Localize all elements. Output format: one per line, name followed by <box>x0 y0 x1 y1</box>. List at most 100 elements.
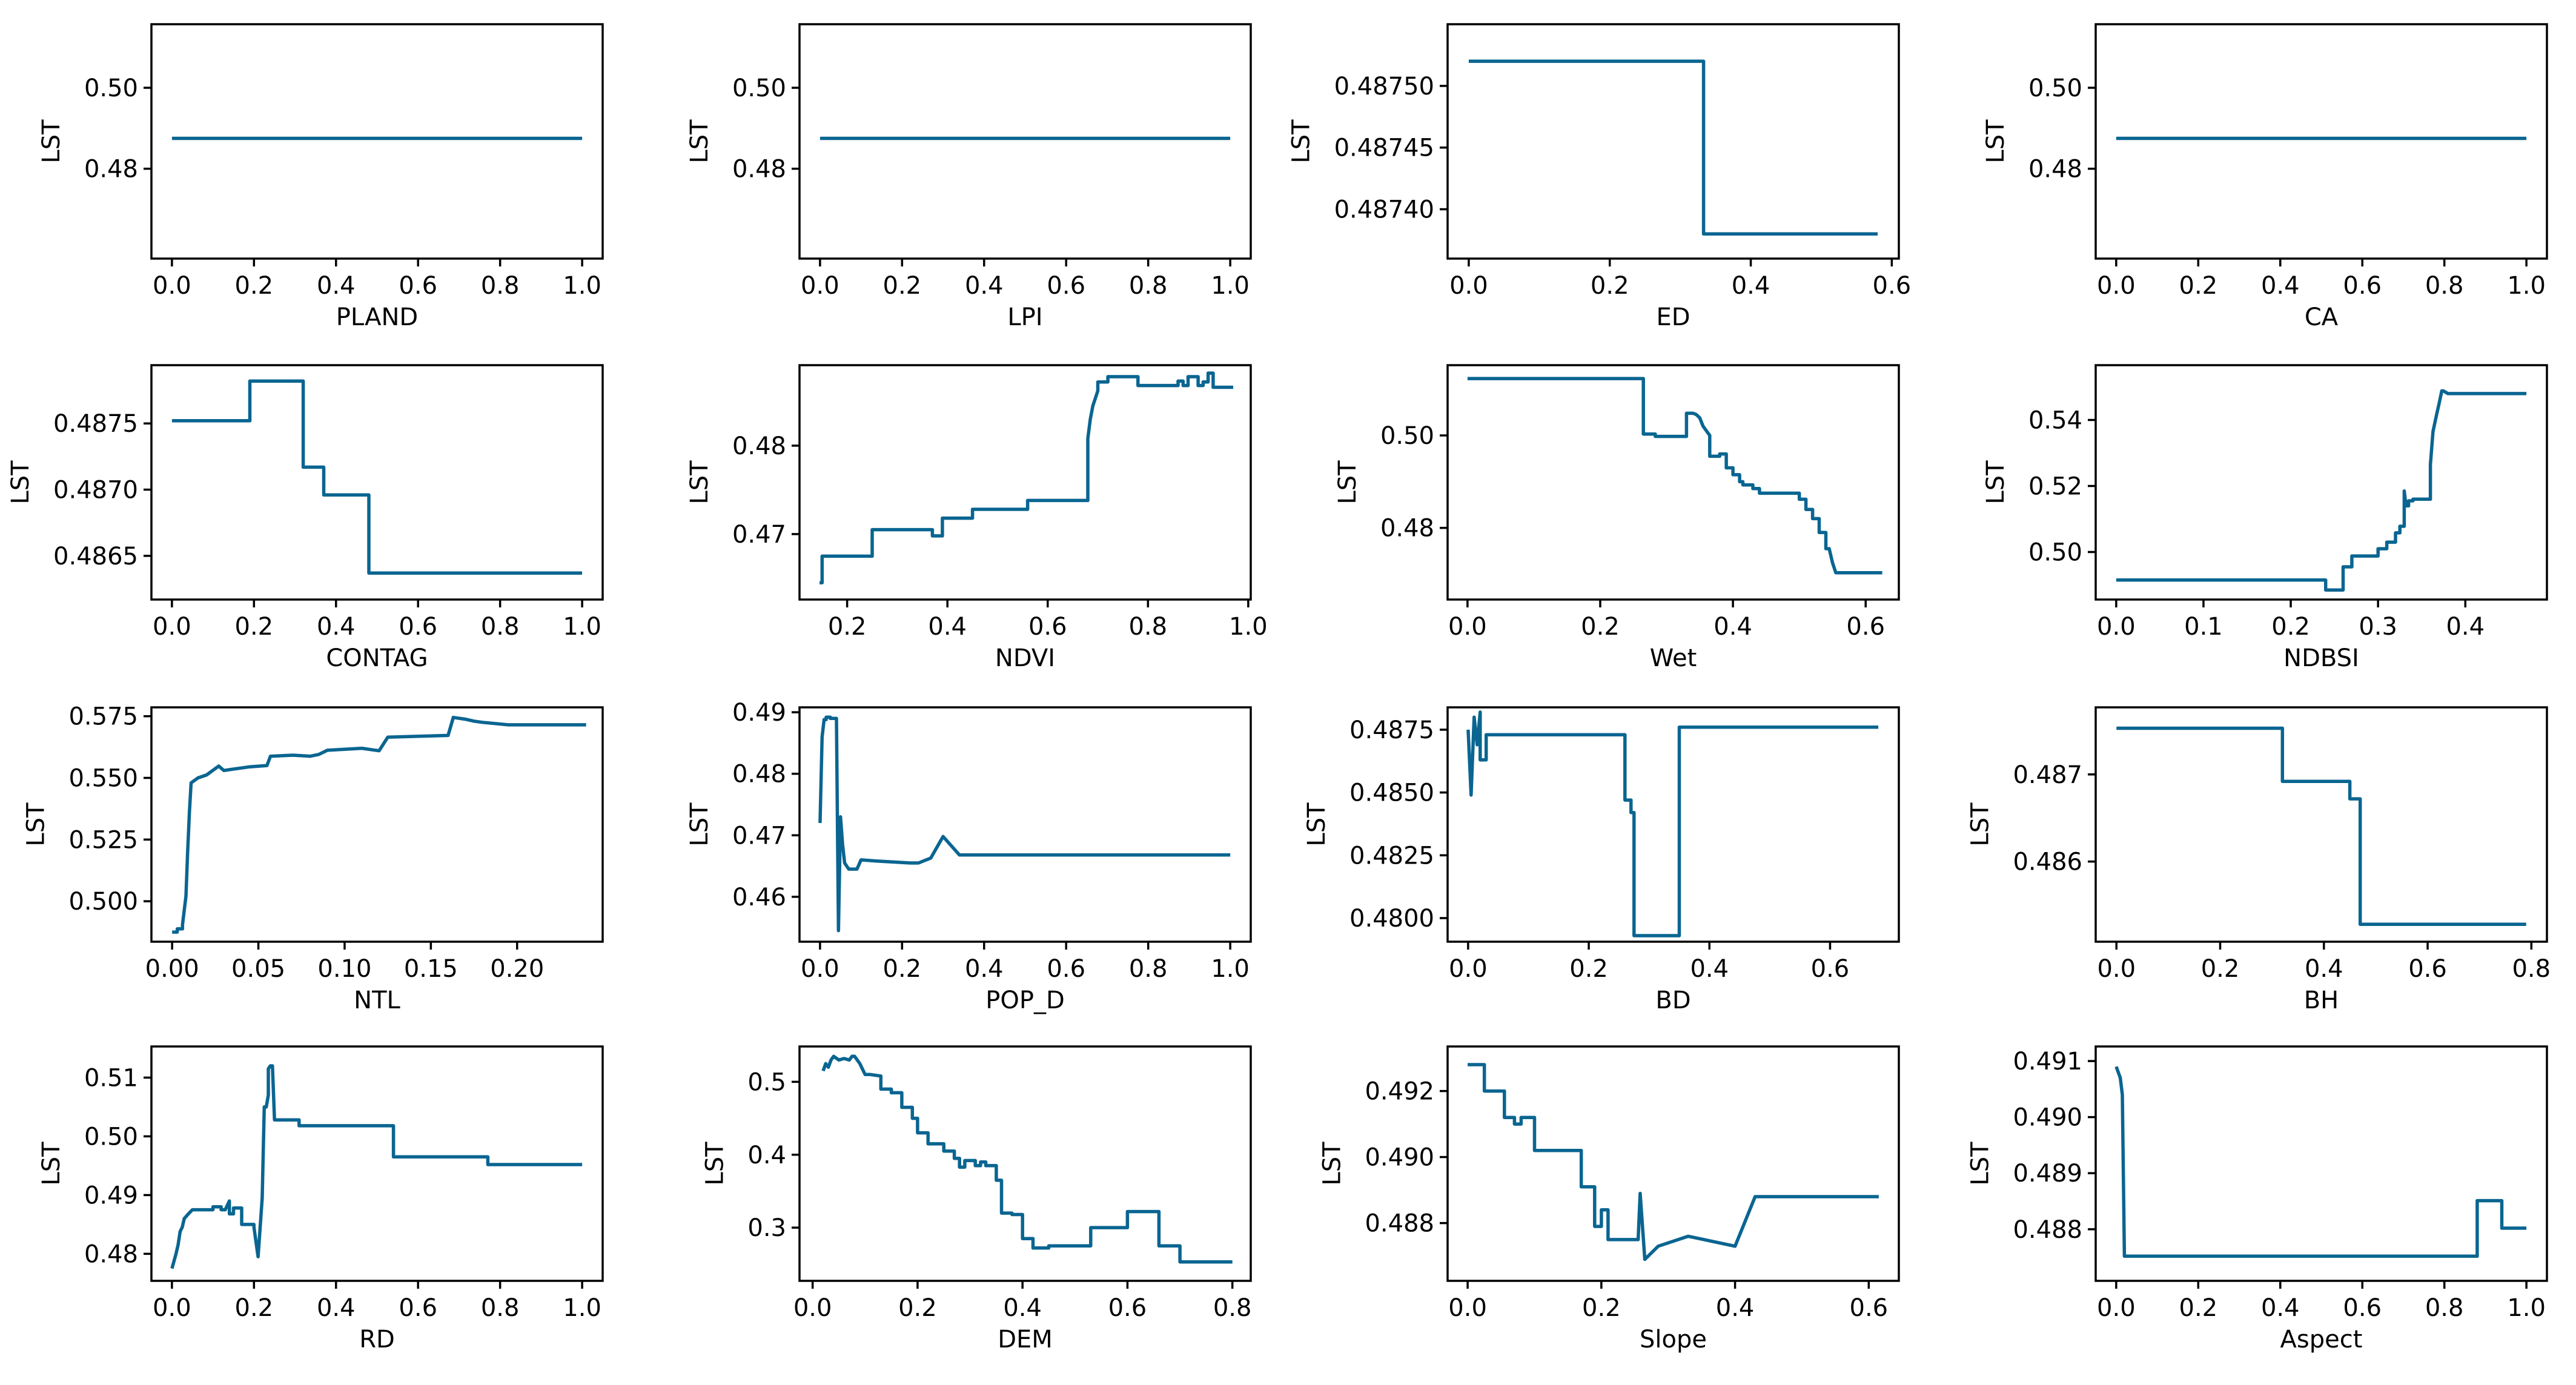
plot-frame <box>798 1045 1252 1282</box>
plot-frame <box>1446 1045 1900 1282</box>
y-tick-label: 0.575 <box>68 703 138 731</box>
subplot-ndvi: 0.2 0.4 0.6 0.8 1.0 0.47 0.48 NDVI LST <box>686 364 1268 672</box>
x-tick-label: 0.6 <box>2408 955 2447 983</box>
y-tick-label: 0.48745 <box>1334 134 1434 162</box>
subplot-ndbsi: 0.0 0.1 0.2 0.3 0.4 0.50 0.52 0.54 NDBSI LST <box>1982 364 2548 672</box>
x-tick-label: 0.3 <box>2359 613 2397 641</box>
x-tick-label: 0.6 <box>399 613 437 641</box>
y-tick-label: 0.48740 <box>1334 196 1434 224</box>
x-tick-label: 0.05 <box>231 955 285 983</box>
x-axis-label: Wet <box>1650 644 1697 672</box>
x-tick-label: 1.0 <box>1211 955 1250 983</box>
y-tick-label: 0.491 <box>2013 1048 2082 1076</box>
x-tick-label: 1.0 <box>563 272 601 300</box>
x-tick-label: 0.2 <box>1581 613 1620 641</box>
x-tick-label: 0.8 <box>2425 1294 2464 1322</box>
y-tick-label: 0.4 <box>747 1142 786 1169</box>
y-tick-label: 0.46 <box>732 884 786 911</box>
x-tick-label: 0.6 <box>1108 1294 1147 1322</box>
x-tick-label: 0.4 <box>317 1294 356 1322</box>
y-tick-label: 0.489 <box>2013 1160 2082 1188</box>
x-tick-label: 0.8 <box>481 613 520 641</box>
series-line <box>171 379 583 575</box>
subplot-bd: 0.0 0.2 0.4 0.6 0.4800 0.4825 0.4850 0.4875 BD LS… <box>1303 706 1900 1014</box>
x-axis-label: BD <box>1655 987 1690 1014</box>
series-line <box>819 371 1233 585</box>
y-tick-label: 0.48 <box>1380 515 1434 543</box>
x-tick-label: 1.0 <box>1229 613 1268 641</box>
y-axis-label: LST <box>686 119 714 164</box>
y-tick-label: 0.47 <box>732 521 786 549</box>
y-tick-label: 0.48 <box>732 761 786 788</box>
subplot-aspect: 0.0 0.2 0.4 0.6 0.8 1.0 0.488 0.489 0.490 0.491 As… <box>1967 1045 2548 1354</box>
y-axis-label: LST <box>1982 460 2010 504</box>
y-tick-label: 0.48 <box>732 156 786 183</box>
y-tick-label: 0.488 <box>1365 1210 1434 1238</box>
y-tick-label: 0.4850 <box>1349 779 1434 807</box>
x-tick-label: 0.4 <box>2261 272 2300 300</box>
subplot-ed: 0.0 0.2 0.4 0.6 0.48740 0.48745 0.48750 ED LST <box>1288 23 1912 331</box>
x-tick-label: 0.4 <box>1713 613 1752 641</box>
y-tick-label: 0.4800 <box>1349 905 1434 933</box>
x-tick-label: 0.10 <box>317 955 371 983</box>
y-axis-label: LST <box>1288 119 1316 164</box>
x-axis-label: Slope <box>1640 1326 1707 1354</box>
y-tick-label: 0.54 <box>2028 406 2082 434</box>
subplot-wet: 0.0 0.2 0.4 0.6 0.48 0.50 Wet LST <box>1334 364 1900 672</box>
x-tick-label: 0.0 <box>801 955 839 983</box>
series-line <box>1468 1063 1879 1261</box>
y-axis-label: LST <box>1967 802 1995 847</box>
y-tick-label: 0.51 <box>84 1064 138 1092</box>
x-tick-label: 0.2 <box>883 955 922 983</box>
y-tick-label: 0.492 <box>1365 1078 1434 1106</box>
y-tick-label: 0.490 <box>1365 1144 1434 1172</box>
series-line <box>172 715 586 934</box>
subplot-pland: 0.0 0.2 0.4 0.6 0.8 1.0 0.48 0.50 PLAND LST <box>38 23 604 331</box>
plot-frame <box>2094 706 2548 943</box>
y-tick-label: 0.49 <box>84 1182 138 1209</box>
y-tick-label: 0.48 <box>84 1240 138 1268</box>
y-tick-label: 0.48 <box>732 432 786 460</box>
x-tick-label: 0.6 <box>1850 1294 1889 1322</box>
x-tick-label: 0.2 <box>2179 1294 2218 1322</box>
x-tick-label: 0.15 <box>404 955 458 983</box>
x-tick-label: 0.8 <box>1128 613 1167 641</box>
x-axis-label: ED <box>1656 303 1690 331</box>
x-tick-label: 0.6 <box>1811 955 1850 983</box>
x-tick-label: 0.6 <box>1047 272 1085 300</box>
plot-frame <box>2094 23 2548 260</box>
y-tick-label: 0.49 <box>732 699 786 727</box>
x-tick-label: 0.4 <box>1716 1294 1755 1322</box>
x-tick-label: 0.4 <box>1003 1294 1042 1322</box>
subplot-bh: 0.0 0.2 0.4 0.6 0.8 0.486 0.487 BH LST <box>1967 706 2551 1014</box>
x-tick-label: 0.8 <box>1213 1294 1252 1322</box>
x-tick-label: 1.0 <box>563 613 601 641</box>
y-tick-label: 0.4865 <box>53 543 138 570</box>
x-tick-label: 0.6 <box>1873 272 1912 300</box>
x-tick-label: 0.2 <box>2179 272 2218 300</box>
x-tick-label: 0.4 <box>1732 272 1770 300</box>
y-tick-label: 0.50 <box>1380 422 1434 450</box>
y-tick-label: 0.48 <box>84 156 138 183</box>
series-line <box>2116 726 2526 926</box>
x-tick-label: 0.6 <box>2343 272 2382 300</box>
x-tick-label: 0.0 <box>801 272 839 300</box>
x-tick-label: 0.6 <box>1028 613 1067 641</box>
x-tick-label: 1.0 <box>2507 1294 2546 1322</box>
y-tick-label: 0.488 <box>2013 1216 2082 1244</box>
plot-frame <box>798 706 1252 943</box>
x-tick-label: 0.0 <box>2097 613 2136 641</box>
y-axis-label: LST <box>1334 460 1362 504</box>
plot-frame <box>798 364 1252 601</box>
x-axis-label: NDVI <box>995 644 1055 672</box>
x-tick-label: 0.0 <box>153 613 191 641</box>
x-tick-label: 1.0 <box>1211 272 1250 300</box>
y-tick-label: 0.48 <box>2028 156 2082 183</box>
x-tick-label: 0.4 <box>2261 1294 2300 1322</box>
y-tick-label: 0.4825 <box>1349 842 1434 870</box>
y-tick-label: 0.486 <box>2013 848 2082 876</box>
x-tick-label: 0.6 <box>399 1294 437 1322</box>
series-line <box>2116 389 2527 592</box>
x-tick-label: 0.2 <box>1591 272 1629 300</box>
y-axis-label: LST <box>1303 802 1331 847</box>
